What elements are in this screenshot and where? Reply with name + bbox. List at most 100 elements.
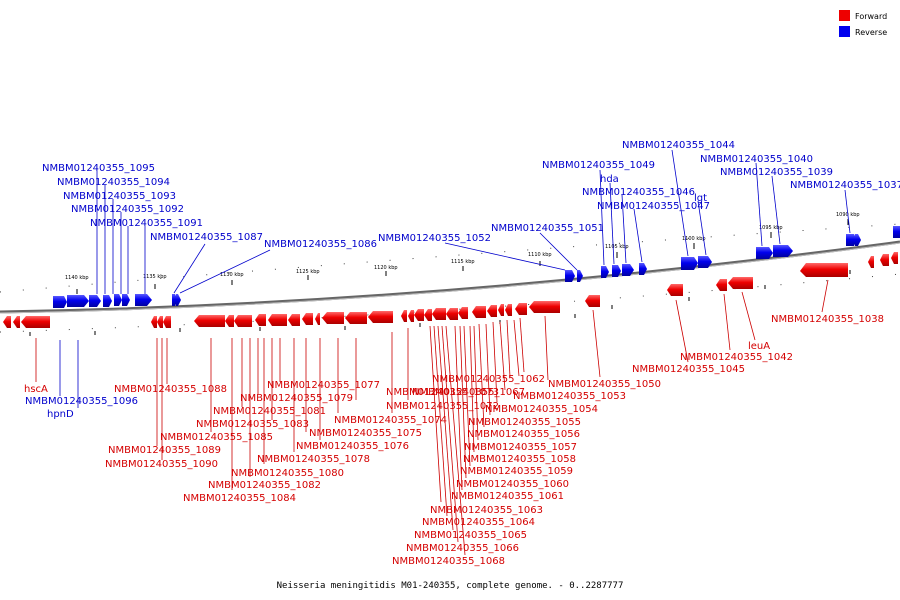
gene-arrow-forward [151,316,157,328]
gene-arrow-reverse [773,245,793,257]
gene-arrow-reverse [122,294,130,306]
gene-label: NMBM01240355_1068 [392,556,505,567]
gene-arrow-forward [424,309,432,321]
gene-arrow-reverse [698,256,712,268]
gene-label: NMBM01240355_1060 [456,479,569,490]
gene-label: NMBM01240355_1082 [208,480,321,491]
gene-label: NMBM01240355_1055 [468,417,581,428]
gene-arrow-reverse [756,247,773,259]
tick-label: 1140 kbp [65,275,89,281]
gene-arrow-forward [529,301,560,313]
gene-label: NMBM01240355_1078 [257,454,370,465]
reverse-labels: NMBM01240355_1095 NMBM01240355_1094 NMBM… [25,140,900,420]
gene-label: hda [600,174,619,185]
map-caption: Neisseria meningitidis M01-240355, compl… [277,581,624,591]
gene-label: NMBM01240355_1067 [412,387,525,398]
gene-arrow-forward [3,316,11,328]
tick-label: 1105 kbp [605,244,629,250]
gene-arrow-reverse [846,234,857,246]
tick-label: 1115 kbp [451,259,475,265]
gene-arrow-forward [891,252,898,264]
gene-label: NMBM01240355_1076 [296,441,409,452]
legend-reverse-label: Reverse [855,28,887,37]
gene-arrow-reverse [103,295,112,307]
gene-label: NMBM01240355_1083 [196,419,309,430]
gene-arrow-forward [234,315,252,327]
gene-label: NMBM01240355_1058 [463,454,576,465]
gene-label: lgt [694,193,707,204]
gene-label: NMBM01240355_1042 [680,352,793,363]
gene-arrow-forward [446,308,458,320]
gene-label: NMBM01240355_1061 [451,491,564,502]
gene-arrow-forward [315,313,320,325]
gene-label: NMBM01240355_1087 [150,232,263,243]
gene-label: NMBM01240355_1064 [422,517,535,528]
gene-arrow-forward [368,311,393,323]
gene-arrow-reverse [89,295,101,307]
gene-arrow-reverse [601,266,609,278]
gene-arrow-reverse [176,294,181,306]
gene-label: NMBM01240355_1095 [42,163,155,174]
gene-label: NMBM01240355_1039 [720,167,833,178]
legend: Forward Reverse [839,10,887,37]
gene-arrow-forward [716,279,727,291]
gene-arrow-forward [880,254,889,266]
legend-reverse-swatch [839,26,850,37]
gene-label: NMBM01240355_1056 [467,429,580,440]
gene-label: NMBM01240355_1049 [542,160,655,171]
tick-label: 1100 kbp [682,236,706,242]
gene-arrow-forward [498,304,504,316]
gene-arrow-forward [414,309,424,321]
gene-arrow-forward [432,308,446,320]
tick-label: 1135 kbp [143,274,167,280]
forward-labels: hscA NMBM01240355_1088 NMBM01240355_1089… [24,314,884,567]
reverse-genes [53,226,900,308]
gene-label: NMBM01240355_1040 [700,154,813,165]
gene-arrow-forward [728,277,753,289]
gene-arrow-reverse [639,263,647,275]
gene-arrow-forward [322,312,344,324]
gene-label: NMBM01240355_1057 [464,442,577,453]
gene-arrow-reverse [67,295,89,307]
gene-label: NMBM01240355_1037 [790,180,900,191]
gene-arrow-reverse [114,294,122,306]
tick-label: 1120 kbp [374,265,398,271]
gene-arrow-forward [13,316,20,328]
gene-arrow-forward [487,305,497,317]
gene-label: NMBM01240355_1093 [63,191,176,202]
gene-arrow-forward [302,313,313,325]
gene-arrow-reverse [135,294,152,306]
gene-arrow-forward [157,316,163,328]
gene-label: NMBM01240355_1080 [231,468,344,479]
gene-label: NMBM01240355_1052 [378,233,491,244]
gene-arrow-forward [667,284,683,296]
gene-label: NMBM01240355_1065 [414,530,527,541]
gene-label: hscA [24,384,48,395]
gene-arrow-reverse [612,265,621,277]
gene-label: hpnD [47,409,74,420]
gene-label: NMBM01240355_1092 [71,204,184,215]
gene-arrow-forward [268,314,287,326]
gene-arrow-forward [288,314,300,326]
gene-label: NMBM01240355_1088 [114,384,227,395]
gene-arrow-reverse [855,234,861,246]
forward-leaders [35,279,829,556]
gene-label: NMBM01240355_1046 [582,187,695,198]
gene-arrow-forward [194,315,225,327]
gene-label: NMBM01240355_1096 [25,396,138,407]
tick-label: 1125 kbp [296,269,320,275]
gene-label: NMBM01240355_1079 [240,393,353,404]
gene-label: leuA [748,341,770,352]
gene-label: NMBM01240355_1091 [90,218,203,229]
gene-arrow-forward [401,310,407,322]
gene-arrow-forward [868,256,874,268]
gene-label: NMBM01240355_1075 [309,428,422,439]
gene-arrow-forward [225,315,234,327]
gene-arrow-forward [458,307,468,319]
gene-label: NMBM01240355_1063 [430,505,543,516]
gene-arrow-reverse [53,296,67,308]
gene-label: NMBM01240355_1085 [160,432,273,443]
gene-label: NMBM01240355_1081 [213,406,326,417]
gene-label: NMBM01240355_1059 [460,466,573,477]
